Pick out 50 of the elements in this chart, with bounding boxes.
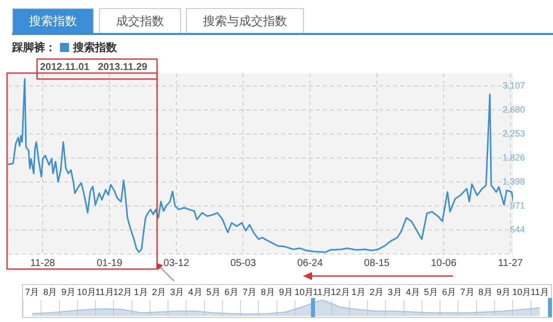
x-tick-label: 11-28 xyxy=(30,258,56,269)
x-tick-label: 11月 xyxy=(530,286,549,297)
x-tick-label: 1月 xyxy=(134,286,148,297)
y-tick-label: 971 xyxy=(510,200,525,210)
x-tick-label: 06-24 xyxy=(297,258,324,269)
y-tick-label: 2,253 xyxy=(502,128,525,138)
x-tick-label: 5月 xyxy=(424,286,438,297)
x-tick-label: 10-06 xyxy=(430,258,457,269)
x-tick-label: 08-15 xyxy=(364,258,390,269)
x-tick-label: 4月 xyxy=(406,286,420,297)
x-tick-label: 8月 xyxy=(478,286,492,297)
x-tick-label: 10月 xyxy=(76,286,96,297)
x-tick-label: 11月 xyxy=(313,286,332,297)
text: 成交指数 xyxy=(99,8,181,33)
x-tick-label: 9月 xyxy=(496,286,511,297)
text: 搜索指数 xyxy=(12,8,94,33)
x-tick-label: 3月 xyxy=(170,286,184,297)
x-tick-label: 7月 xyxy=(25,286,40,297)
x-tick-label: 5月 xyxy=(206,286,220,297)
x-tick-label: 01-19 xyxy=(96,258,123,269)
x-tick-label: 10月 xyxy=(294,286,314,297)
y-tick-label: 1,398 xyxy=(502,176,525,186)
x-tick-label: 11月 xyxy=(95,286,114,297)
x-tick-label: 3月 xyxy=(388,286,402,297)
x-tick-label: 11-27 xyxy=(498,258,524,269)
x-tick-label: 7月 xyxy=(460,286,474,297)
x-tick-label: 12月 xyxy=(330,286,350,297)
x-tick-label: 4月 xyxy=(188,286,202,297)
x-tick-label: 9月 xyxy=(61,286,76,297)
x-tick-label: 1月 xyxy=(351,286,366,297)
x-tick-label: 6月 xyxy=(224,286,239,297)
x-tick-label: 12月 xyxy=(113,286,132,297)
x-tick-label: 05-03 xyxy=(230,258,256,269)
y-tick-label: 2,680 xyxy=(502,104,525,114)
x-tick-label: 9月 xyxy=(278,286,293,297)
x-tick-label: 8月 xyxy=(43,286,58,297)
text: 2012.11.01 2013.11.29 xyxy=(40,62,148,73)
x-tick-label: 03-12 xyxy=(164,258,190,269)
y-tick-label: 1,826 xyxy=(502,152,525,162)
x-tick-label: 6月 xyxy=(442,286,456,297)
legend-label: 搜索指数 xyxy=(73,40,117,55)
x-tick-label: 8月 xyxy=(260,286,275,297)
x-tick-label: 7月 xyxy=(242,286,257,297)
x-tick-label: 10月 xyxy=(512,286,532,297)
x-tick-label: 2月 xyxy=(152,286,166,297)
legend-title: 踩脚裤： xyxy=(12,40,56,55)
y-tick-label: 3,107 xyxy=(502,80,525,90)
y-tick-label: 544 xyxy=(510,224,525,234)
text: 搜索与成交指数 xyxy=(186,8,304,33)
x-tick-label: 2月 xyxy=(370,286,384,297)
